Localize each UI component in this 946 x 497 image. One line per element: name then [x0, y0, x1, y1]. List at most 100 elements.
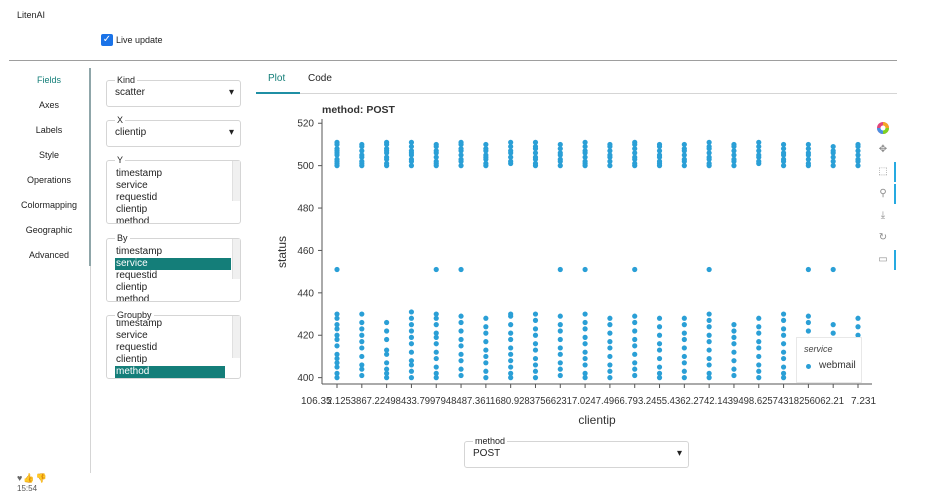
- nav-item-style[interactable]: Style: [38, 150, 59, 160]
- scatter-point: [483, 330, 489, 336]
- reset-icon[interactable]: ↻: [878, 232, 888, 243]
- wheel-zoom-icon[interactable]: ⚲: [874, 183, 896, 205]
- scatter-point: [408, 156, 415, 162]
- method-select[interactable]: POST ▾: [473, 448, 682, 459]
- live-update-checkbox[interactable]: ✓: [101, 34, 113, 46]
- scatter-point: [681, 163, 687, 169]
- scatter-point: [731, 358, 737, 364]
- scatter-point: [607, 330, 613, 336]
- scatter-point: [408, 341, 415, 347]
- scatter-point: [408, 328, 415, 334]
- save-icon[interactable]: ⤓: [880, 210, 886, 221]
- scatter-point: [582, 355, 588, 362]
- scatter-point: [855, 156, 861, 162]
- tab-plot[interactable]: Plot: [268, 73, 286, 84]
- y-option[interactable]: clientip: [116, 204, 148, 215]
- bokeh-logo-icon[interactable]: [874, 117, 892, 139]
- scatter-point: [632, 336, 638, 343]
- legend-entry-webmail[interactable]: webmail: [819, 360, 856, 371]
- groupby-list-scrollbar[interactable]: [232, 316, 240, 358]
- scatter-point: [582, 311, 588, 317]
- nav-item-labels[interactable]: Labels: [35, 125, 63, 135]
- scatter-point: [756, 368, 762, 374]
- scatter-point: [706, 150, 712, 156]
- by-option[interactable]: clientip: [116, 282, 148, 293]
- scatter-point: [706, 375, 712, 381]
- scatter-point: [532, 347, 539, 353]
- y-option[interactable]: service: [116, 180, 148, 191]
- scatter-point: [408, 358, 415, 364]
- scatter-point: [557, 366, 563, 372]
- pan-icon[interactable]: ✥: [878, 144, 888, 155]
- by-list-scrollbar[interactable]: [232, 239, 240, 279]
- scatter-point: [557, 150, 563, 156]
- groupby-field: Groupby timestamp service requestid clie…: [106, 310, 241, 379]
- box-zoom-icon[interactable]: ⬚: [874, 161, 896, 183]
- groupby-listbox[interactable]: timestamp service requestid clientip met…: [115, 318, 225, 378]
- scatter-point: [632, 313, 638, 319]
- scatter-point: [681, 141, 687, 148]
- scatter-point: [656, 141, 663, 148]
- chevron-down-icon: ▾: [676, 448, 682, 459]
- scatter-point: [656, 347, 663, 353]
- thumbs-down-icon[interactable]: 👎: [35, 473, 48, 483]
- nav-item-operations[interactable]: Operations: [26, 175, 72, 185]
- by-listbox[interactable]: timestamp service requestid clientip met…: [115, 246, 231, 301]
- scatter-point: [557, 360, 563, 366]
- scatter-point: [681, 156, 687, 162]
- y-option[interactable]: timestamp: [116, 168, 163, 179]
- heart-icon[interactable]: ♥: [17, 473, 24, 483]
- scatter-point: [458, 319, 464, 326]
- y-listbox[interactable]: timestamp service requestid clientip met…: [115, 168, 238, 223]
- scatter-point: [458, 152, 464, 158]
- by-option[interactable]: requestid: [116, 270, 158, 281]
- live-update-toggle[interactable]: ✓ Live update: [101, 34, 163, 46]
- groupby-option[interactable]: requestid: [116, 342, 158, 353]
- by-option-selected[interactable]: service: [115, 258, 231, 270]
- scatter-point: [557, 146, 563, 152]
- hover-icon[interactable]: ▭: [874, 249, 896, 271]
- groupby-option[interactable]: service: [116, 330, 148, 341]
- scatter-point: [731, 156, 737, 162]
- scatter-point: [855, 141, 861, 148]
- scatter-point: [731, 341, 737, 347]
- by-option[interactable]: method: [116, 294, 150, 301]
- scatter-point: [334, 360, 340, 366]
- nav-item-axes[interactable]: Axes: [38, 100, 59, 110]
- tab-code[interactable]: Code: [308, 73, 332, 84]
- scatter-point: [731, 322, 737, 328]
- x-select[interactable]: clientip ▾: [115, 127, 234, 138]
- scatter-point: [780, 341, 787, 347]
- scatter-point: [706, 347, 712, 353]
- scatter-point: [830, 158, 836, 164]
- scatter-point: [557, 266, 563, 273]
- nav-item-advanced[interactable]: Advanced: [28, 250, 70, 260]
- y-option[interactable]: requestid: [116, 192, 158, 203]
- scatter-point: [681, 353, 687, 360]
- scatter-point: [334, 139, 340, 145]
- groupby-option[interactable]: clientip: [116, 354, 148, 365]
- y-option[interactable]: method: [116, 216, 150, 223]
- kind-select[interactable]: scatter ▾: [115, 87, 234, 98]
- scatter-point: [607, 152, 613, 158]
- scatter-point: [855, 315, 861, 321]
- scatter-point: [334, 315, 340, 321]
- scatter-point: [780, 332, 787, 338]
- scatter-point: [334, 332, 340, 338]
- nav-item-colormapping[interactable]: Colormapping: [20, 200, 78, 210]
- thumbs-up-icon[interactable]: 👍: [23, 473, 36, 483]
- nav-item-fields[interactable]: Fields: [36, 75, 61, 85]
- scatter-point: [855, 324, 861, 330]
- scatter-point: [582, 341, 588, 347]
- scatter-point: [433, 154, 439, 160]
- y-list-scrollbar[interactable]: [232, 161, 240, 201]
- scatter-point: [408, 139, 415, 145]
- scatter-point: [855, 152, 861, 158]
- groupby-option[interactable]: timestamp: [116, 318, 163, 329]
- scatter-point: [458, 366, 464, 372]
- groupby-option-selected[interactable]: method: [115, 366, 225, 378]
- nav-item-geographic[interactable]: Geographic: [25, 225, 73, 235]
- by-option[interactable]: timestamp: [116, 246, 163, 257]
- scatter-point: [756, 158, 762, 164]
